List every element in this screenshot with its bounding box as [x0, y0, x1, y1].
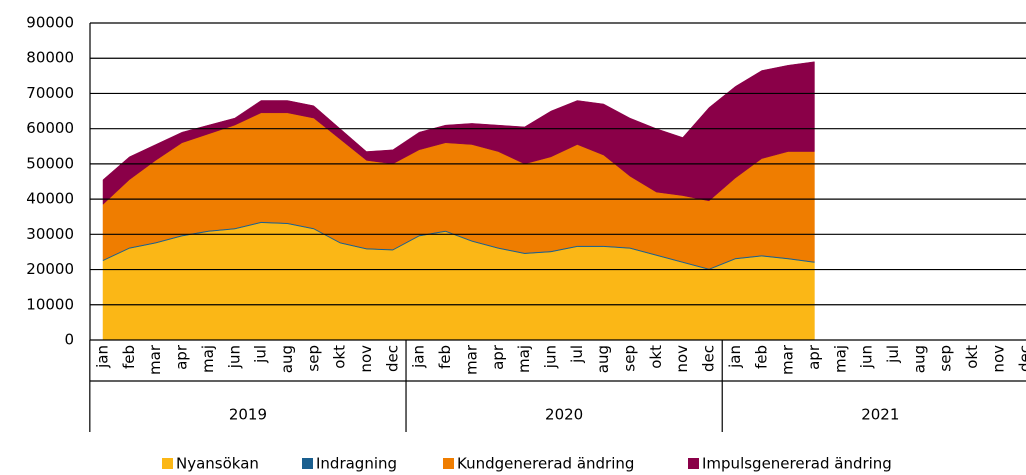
x-tick-label: apr	[805, 344, 823, 370]
year-label: 2021	[861, 406, 899, 424]
area	[102, 61, 815, 205]
legend-swatch	[688, 458, 699, 469]
legend-label: Nyansökan	[176, 455, 259, 473]
x-tick-label: maj	[831, 345, 849, 373]
x-tick-label: apr	[489, 344, 507, 370]
x-tick-label: jul	[568, 345, 586, 364]
x-tick-label: sep	[304, 345, 322, 372]
x-tick-label: dec	[383, 345, 401, 372]
x-tick-label: sep	[621, 345, 639, 372]
x-tick-label: mar	[779, 344, 797, 375]
y-tick-label: 60000	[26, 119, 74, 137]
x-tick-label: nov	[357, 345, 375, 373]
x-tick-label: jul	[252, 345, 270, 364]
y-tick-label: 40000	[26, 190, 74, 208]
legend-label: Impulsgenererad ändring	[702, 455, 892, 473]
x-tick-label: sep	[937, 345, 955, 372]
x-tick-label: okt	[331, 345, 349, 369]
x-tick-label: jul	[884, 345, 902, 364]
year-label: 2020	[545, 406, 583, 424]
y-tick-label: 80000	[26, 49, 74, 67]
x-tick-label: jan	[410, 345, 428, 369]
x-tick-label: jan	[726, 345, 744, 369]
year-label: 2019	[229, 406, 267, 424]
x-tick-label: nov	[989, 345, 1007, 373]
x-tick-label: dec	[700, 345, 718, 372]
legend-label: Indragning	[316, 455, 397, 473]
y-tick-label: 20000	[26, 260, 74, 278]
x-tick-label: jun	[858, 345, 876, 369]
x-tick-label: mar	[146, 344, 164, 375]
x-tick-label: okt	[647, 345, 665, 369]
legend-label: Kundgenererad ändring	[457, 455, 634, 473]
x-tick-label: feb	[120, 345, 138, 369]
legend-swatch	[302, 458, 313, 469]
x-tick-label: aug	[910, 345, 928, 373]
y-tick-label: 30000	[26, 225, 74, 243]
x-tick-label: okt	[963, 345, 981, 369]
legend-swatch	[443, 458, 454, 469]
y-tick-label: 0	[64, 331, 74, 349]
x-tick-label: aug	[594, 345, 612, 373]
x-tick-label: dec	[1016, 345, 1026, 372]
x-tick-label: aug	[278, 345, 296, 373]
x-tick-label: mar	[462, 344, 480, 375]
x-tick-label: feb	[436, 345, 454, 369]
x-tick-label: jan	[94, 345, 112, 369]
legend-swatch	[162, 458, 173, 469]
x-tick-label: nov	[673, 345, 691, 373]
y-tick-label: 10000	[26, 295, 74, 313]
y-tick-label: 50000	[26, 154, 74, 172]
x-tick-label: apr	[173, 344, 191, 370]
x-tick-label: jun	[541, 345, 559, 369]
x-tick-label: maj	[515, 345, 533, 373]
x-tick-label: jun	[225, 345, 243, 369]
x-tick-label: maj	[199, 345, 217, 373]
y-tick-label: 90000	[26, 14, 74, 32]
y-tick-label: 70000	[26, 84, 74, 102]
x-tick-label: feb	[752, 345, 770, 369]
